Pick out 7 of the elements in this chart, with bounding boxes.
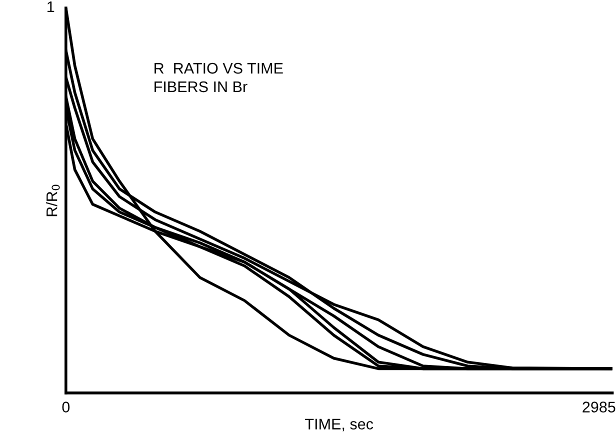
x-tick-label: 0 [62, 402, 70, 412]
text: 1 [48, 1, 54, 12]
annotation: FIBERS IN Br [154, 81, 248, 92]
y-axis-title: R/R$_{0}$ [46, 184, 60, 216]
annotation: R RATIO VS TIME [154, 62, 283, 74]
x-tick-label: 2985 [582, 402, 616, 412]
x-axis-title: TIME, sec [305, 418, 374, 432]
